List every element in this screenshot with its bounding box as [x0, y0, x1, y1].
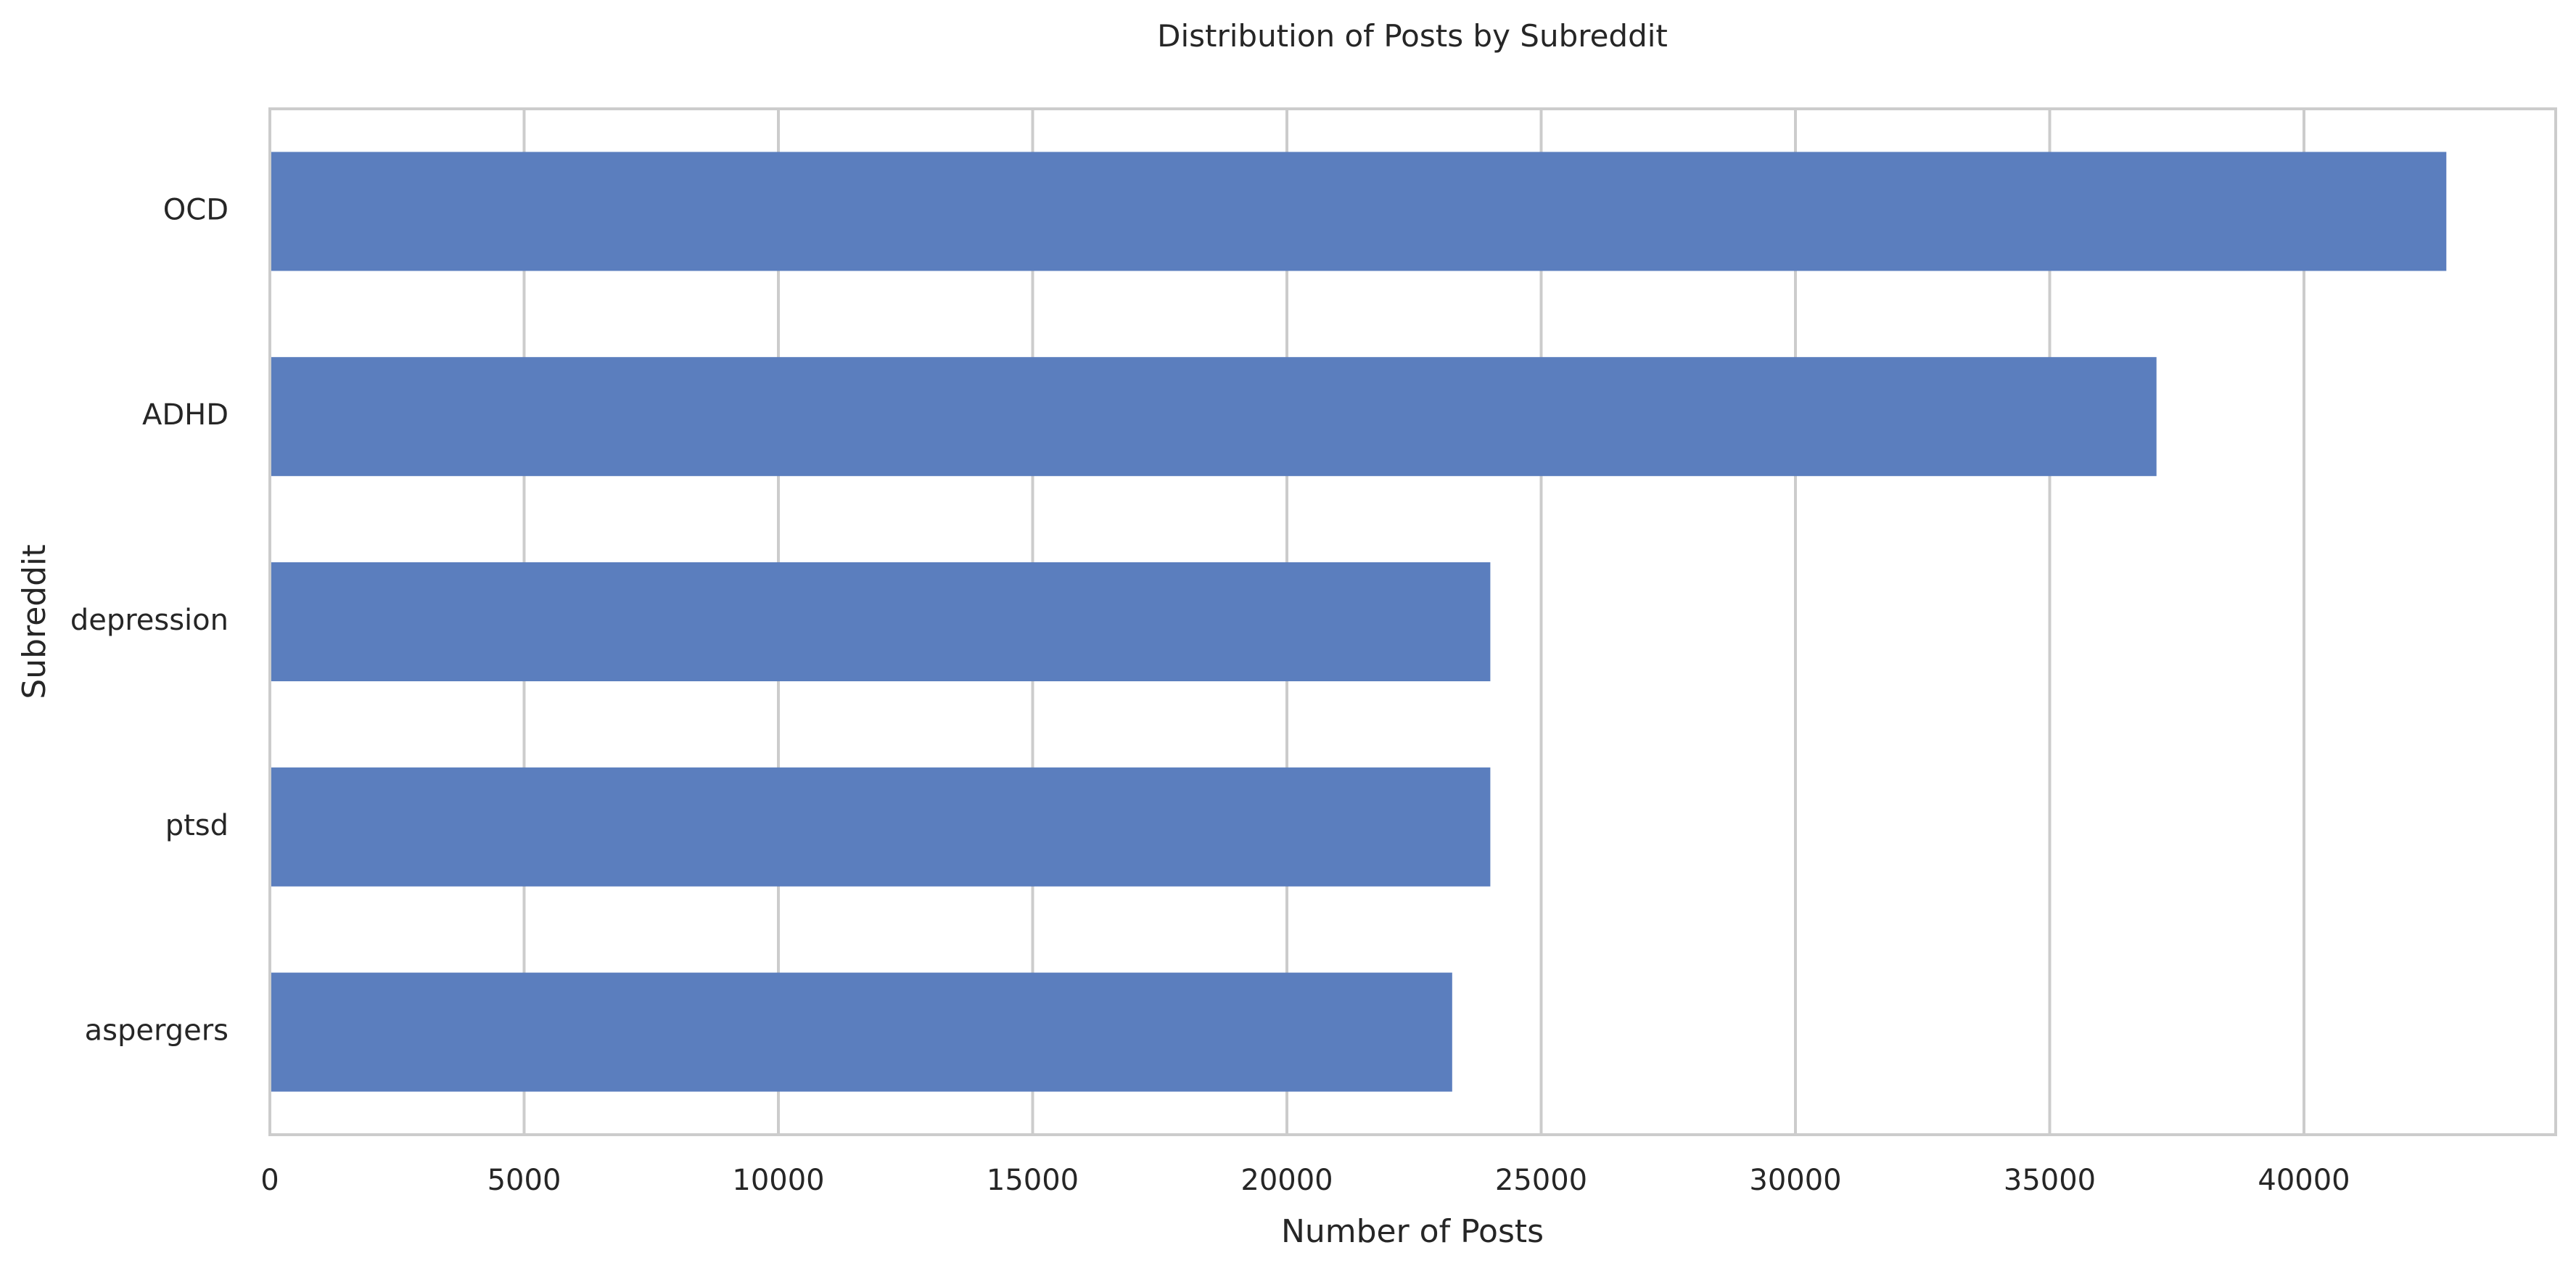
x-tick-label: 40000 [2258, 1164, 2350, 1197]
bar-aspergers [270, 972, 1452, 1092]
bar-ptsd [270, 767, 1491, 887]
y-tick-label: ADHD [142, 398, 229, 432]
bar-ocd [270, 152, 2447, 271]
x-axis-label: Number of Posts [1281, 1213, 1544, 1250]
x-tick-label: 20000 [1240, 1164, 1333, 1197]
bars [270, 152, 2447, 1092]
y-tick-label: OCD [163, 193, 229, 226]
bar-adhd [270, 357, 2157, 477]
x-tick-label: 35000 [2004, 1164, 2096, 1197]
bar-depression [270, 562, 1491, 682]
y-tick-labels: OCD ADHD depression ptsd aspergers [70, 193, 229, 1047]
x-tick-label: 25000 [1495, 1164, 1587, 1197]
x-tick-label: 30000 [1749, 1164, 1841, 1197]
x-tick-label: 10000 [732, 1164, 824, 1197]
x-tick-label: 0 [260, 1164, 279, 1197]
y-tick-label: aspergers [85, 1014, 229, 1048]
plot-frame [268, 107, 2557, 1136]
chart-title: Distribution of Posts by Subreddit [1157, 18, 1668, 54]
y-tick-label: ptsd [165, 809, 229, 842]
y-axis-label: Subreddit [16, 544, 53, 699]
y-tick-label: depression [70, 604, 229, 637]
x-tick-label: 15000 [987, 1164, 1079, 1197]
x-tick-labels: 0 5000 10000 15000 20000 25000 30000 35000 40000 [260, 1164, 2350, 1197]
x-tick-label: 5000 [487, 1164, 561, 1197]
